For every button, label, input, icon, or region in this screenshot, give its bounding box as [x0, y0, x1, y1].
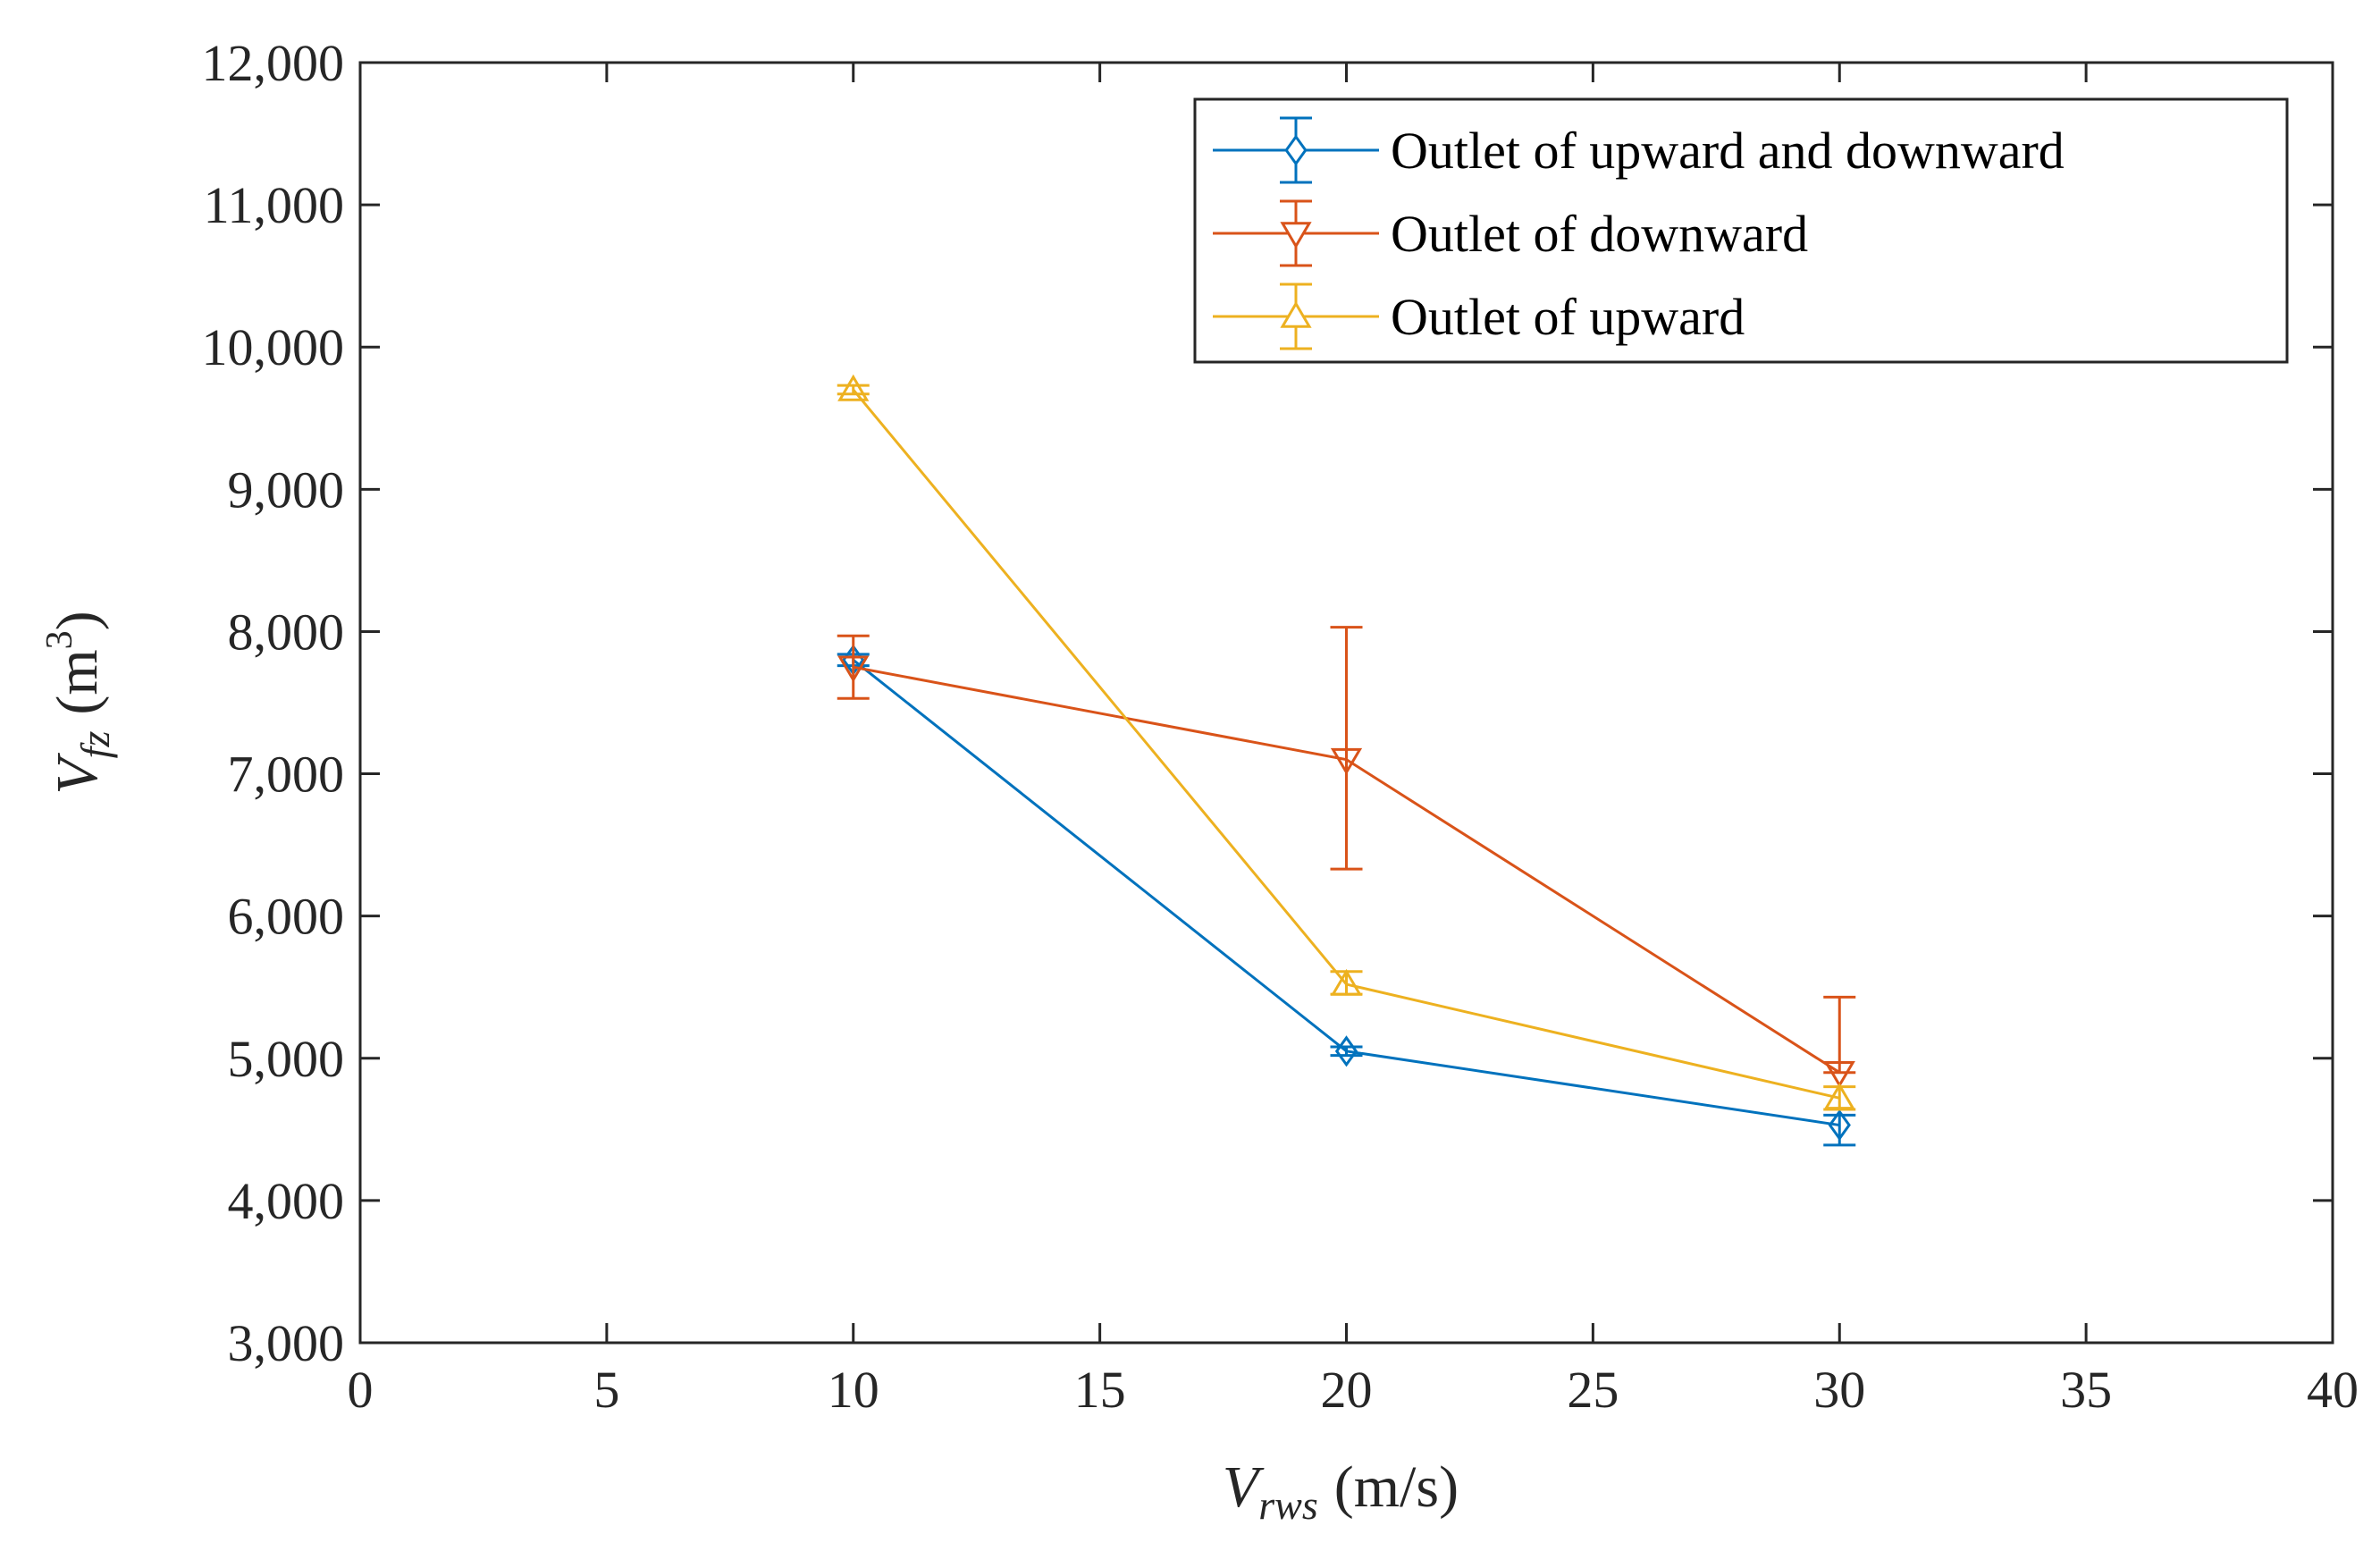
y-tick-label: 4,000 — [228, 1172, 345, 1230]
x-tick-label: 10 — [828, 1361, 879, 1419]
x-tick-label: 30 — [1813, 1361, 1865, 1419]
y-tick-label: 7,000 — [228, 746, 345, 804]
y-tick-label: 12,000 — [202, 34, 345, 92]
data-point-marker — [837, 374, 870, 401]
legend-items: Outlet of upward and downward Outlet of d… — [1213, 116, 2065, 350]
legend-item: Outlet of upward and downward — [1213, 116, 2065, 184]
series — [837, 644, 1856, 1147]
x-tick-label: 0 — [348, 1361, 374, 1419]
y-tick-label: 9,000 — [228, 460, 345, 519]
data-point-marker — [1334, 1035, 1358, 1067]
x-tick-label: 15 — [1074, 1361, 1126, 1419]
legend-item: Outlet of upward — [1213, 282, 1745, 350]
data-point-marker — [1330, 968, 1363, 996]
data-point-marker — [1823, 1083, 1855, 1110]
y-tick-label: 8,000 — [228, 603, 345, 661]
series — [837, 374, 1856, 1111]
y-tick-label: 10,000 — [202, 318, 345, 376]
x-axis-label: Vrws (m/s) — [1223, 1454, 1459, 1528]
x-tick-label: 20 — [1321, 1361, 1373, 1419]
x-axis-ticks: 0 5 10 15 20 25 30 35 40 — [348, 63, 2359, 1419]
data-point-marker — [1823, 1060, 1855, 1088]
data-point-marker — [837, 655, 870, 683]
x-axis-label-subscript: rws — [1258, 1482, 1317, 1528]
legend: Outlet of upward and downward Outlet of d… — [1193, 97, 2289, 364]
y-tick-label: 11,000 — [204, 176, 344, 234]
x-tick-label: 25 — [1567, 1361, 1619, 1419]
legend-label: Outlet of downward — [1391, 205, 1808, 263]
x-axis-label-symbol: V — [1223, 1454, 1265, 1520]
y-axis-label-symbol: V — [45, 753, 110, 795]
y-axis-label-subscript: fz — [72, 731, 118, 759]
legend-marker-sample — [1280, 300, 1312, 328]
data-point-marker — [1330, 747, 1363, 775]
y-tick-label: 5,000 — [228, 1030, 345, 1088]
series — [837, 626, 1856, 1088]
x-tick-label: 35 — [2060, 1361, 2112, 1419]
plot-series — [837, 374, 1856, 1147]
y-axis-label-unit-close: ) — [45, 611, 110, 630]
legend-marker-sample — [1280, 222, 1312, 249]
y-tick-label: 3,000 — [228, 1314, 345, 1372]
y-tick-label: 6,000 — [228, 888, 345, 946]
legend-item: Outlet of downward — [1213, 199, 1808, 267]
x-tick-label: 40 — [2307, 1361, 2359, 1419]
legend-label: Outlet of upward — [1391, 288, 1745, 346]
data-point-marker — [1828, 1109, 1851, 1142]
y-axis-ticks: 3,000 4,000 5,000 6,000 7,000 8,000 9,000 10,00… — [202, 34, 2333, 1372]
legend-label: Outlet of upward and downward — [1391, 122, 2065, 180]
x-tick-label: 5 — [593, 1361, 619, 1419]
y-axis-label: Vfz (m3) — [39, 611, 118, 794]
y-axis-label-unit-open: (m — [45, 649, 110, 714]
legend-box — [1193, 97, 2289, 364]
legend-marker-sample — [1284, 134, 1308, 166]
y-axis-label-unit-power: 3 — [39, 630, 80, 649]
x-axis-label-unit: (m/s) — [1334, 1454, 1459, 1520]
